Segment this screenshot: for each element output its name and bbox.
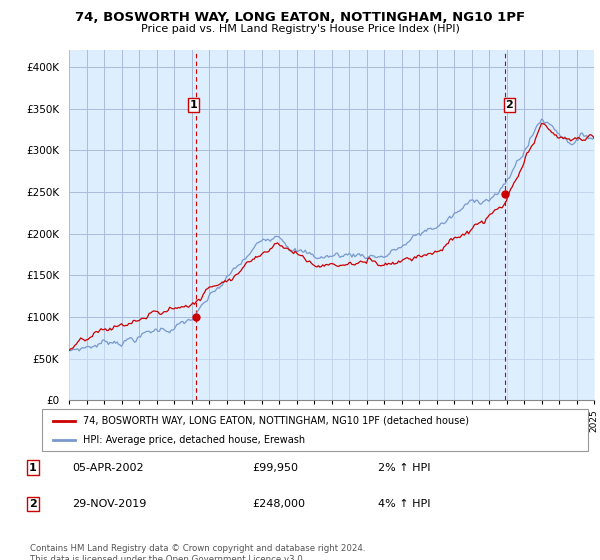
Text: 2: 2 xyxy=(506,100,514,110)
Text: 29-NOV-2019: 29-NOV-2019 xyxy=(72,499,146,509)
Text: Price paid vs. HM Land Registry's House Price Index (HPI): Price paid vs. HM Land Registry's House … xyxy=(140,24,460,34)
Text: HPI: Average price, detached house, Erewash: HPI: Average price, detached house, Erew… xyxy=(83,435,305,445)
Text: 05-APR-2002: 05-APR-2002 xyxy=(72,463,143,473)
Text: £99,950: £99,950 xyxy=(252,463,298,473)
Text: 2% ↑ HPI: 2% ↑ HPI xyxy=(378,463,431,473)
Text: Contains HM Land Registry data © Crown copyright and database right 2024.
This d: Contains HM Land Registry data © Crown c… xyxy=(30,544,365,560)
Text: £248,000: £248,000 xyxy=(252,499,305,509)
Text: 1: 1 xyxy=(29,463,37,473)
Text: 74, BOSWORTH WAY, LONG EATON, NOTTINGHAM, NG10 1PF (detached house): 74, BOSWORTH WAY, LONG EATON, NOTTINGHAM… xyxy=(83,416,469,426)
Text: 74, BOSWORTH WAY, LONG EATON, NOTTINGHAM, NG10 1PF: 74, BOSWORTH WAY, LONG EATON, NOTTINGHAM… xyxy=(75,11,525,24)
Text: 2: 2 xyxy=(29,499,37,509)
Text: 1: 1 xyxy=(190,100,197,110)
Text: 4% ↑ HPI: 4% ↑ HPI xyxy=(378,499,431,509)
